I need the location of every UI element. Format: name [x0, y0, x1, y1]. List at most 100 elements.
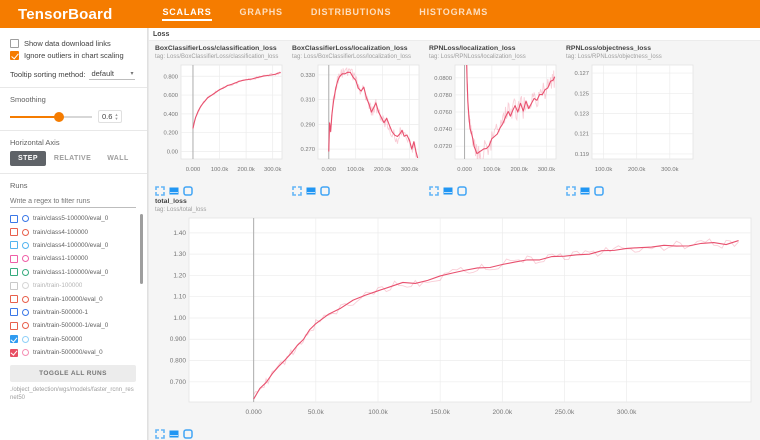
- run-checkbox-icon[interactable]: [10, 228, 18, 236]
- svg-text:0.123: 0.123: [574, 111, 589, 117]
- run-item[interactable]: train/class5-100000/eval_0: [10, 212, 143, 225]
- run-color-icon: [22, 336, 29, 343]
- slider-thumb[interactable]: [54, 112, 64, 122]
- run-item[interactable]: train/class1-100000/eval_0: [10, 266, 143, 279]
- toggle-all-runs-button[interactable]: TOGGLE ALL RUNS: [10, 365, 136, 382]
- app-header: TensorBoard SCALARSGRAPHSDISTRIBUTIONSHI…: [0, 0, 760, 28]
- tooltip-sort-dropdown[interactable]: default ▾: [89, 68, 135, 80]
- runs-filter-input[interactable]: [10, 196, 136, 208]
- checkbox-icon: [10, 39, 19, 48]
- smoothing-value-input[interactable]: 0.6 ▲▼: [98, 110, 122, 123]
- svg-text:0.000: 0.000: [246, 409, 263, 416]
- run-checkbox-icon[interactable]: [10, 215, 18, 223]
- pin-icon[interactable]: [457, 186, 467, 196]
- fit-data-icon[interactable]: [169, 429, 179, 439]
- run-item[interactable]: train/train-500000-1/eval_0: [10, 319, 143, 332]
- axis-wall-button[interactable]: WALL: [99, 151, 136, 166]
- run-checkbox-icon[interactable]: [10, 255, 18, 263]
- run-color-icon: [22, 255, 29, 262]
- chart-tag: tag: Loss/BoxClassifierLoss/classificati…: [151, 54, 288, 60]
- svg-text:0.000: 0.000: [186, 167, 201, 173]
- run-item[interactable]: train/class1-100000: [10, 252, 143, 265]
- run-item[interactable]: train/train-500000-1: [10, 306, 143, 319]
- run-checkbox-icon[interactable]: [10, 322, 18, 330]
- run-color-icon: [22, 349, 29, 356]
- runs-scrollbar[interactable]: [140, 214, 143, 284]
- run-checkbox-checked-icon[interactable]: [10, 335, 18, 343]
- logdir-path: ./object_detection/wgs/models/faster_rcn…: [10, 386, 137, 403]
- pin-icon[interactable]: [594, 186, 604, 196]
- svg-text:300.0k: 300.0k: [661, 167, 679, 173]
- run-checkbox-checked-icon[interactable]: [10, 349, 18, 357]
- category-header[interactable]: Loss: [149, 28, 760, 41]
- fullscreen-icon[interactable]: [566, 186, 576, 196]
- fit-data-icon[interactable]: [169, 186, 179, 196]
- sidebar: Show data download links Ignore outliers…: [0, 28, 148, 440]
- fit-data-icon[interactable]: [443, 186, 453, 196]
- fullscreen-icon[interactable]: [155, 429, 165, 439]
- pin-icon[interactable]: [320, 186, 330, 196]
- svg-text:0.900: 0.900: [170, 336, 187, 343]
- svg-text:100.0k: 100.0k: [595, 167, 613, 173]
- pin-icon[interactable]: [183, 429, 193, 439]
- chart-card-total-loss: total_losstag: Loss/total_loss1.401.301.…: [151, 198, 757, 439]
- pin-icon[interactable]: [183, 186, 193, 196]
- fit-data-icon[interactable]: [580, 186, 590, 196]
- run-item[interactable]: train/class4-100000/eval_0: [10, 239, 143, 252]
- runs-list: train/class5-100000/eval_0train/class4-1…: [10, 212, 143, 360]
- stepper-arrows-icon[interactable]: ▲▼: [114, 113, 118, 121]
- run-item[interactable]: train/train-500000: [10, 333, 143, 346]
- svg-text:200.0k: 200.0k: [628, 167, 646, 173]
- main-content: Loss BoxClassifierLoss/classification_lo…: [149, 28, 760, 440]
- fullscreen-icon[interactable]: [155, 186, 165, 196]
- svg-text:0.125: 0.125: [574, 91, 589, 97]
- run-checkbox-icon[interactable]: [10, 268, 18, 276]
- svg-text:150.0k: 150.0k: [430, 409, 450, 416]
- run-color-icon: [22, 296, 29, 303]
- svg-text:200.0k: 200.0k: [493, 409, 513, 416]
- run-item[interactable]: train/train-500000/eval_0: [10, 346, 143, 359]
- run-checkbox-icon[interactable]: [10, 282, 18, 290]
- svg-text:0.310: 0.310: [300, 97, 315, 103]
- svg-text:0.200: 0.200: [163, 131, 178, 137]
- svg-text:0.270: 0.270: [300, 147, 315, 153]
- run-name: train/class1-100000/eval_0: [33, 269, 108, 276]
- fullscreen-icon[interactable]: [429, 186, 439, 196]
- svg-text:1.40: 1.40: [173, 230, 186, 237]
- svg-text:0.290: 0.290: [300, 122, 315, 128]
- smoothing-slider[interactable]: [10, 116, 92, 118]
- smoothing-label: Smoothing: [10, 95, 137, 104]
- svg-text:0.121: 0.121: [574, 132, 589, 138]
- chart-card-toolbar: [151, 427, 757, 439]
- svg-text:0.0720: 0.0720: [434, 144, 452, 150]
- svg-text:0.0760: 0.0760: [434, 110, 452, 116]
- svg-text:0.0780: 0.0780: [434, 93, 452, 99]
- tab-distributions[interactable]: DISTRIBUTIONS: [311, 7, 391, 21]
- svg-text:1.30: 1.30: [173, 251, 186, 258]
- tab-graphs[interactable]: GRAPHS: [240, 7, 283, 21]
- run-color-icon: [22, 309, 29, 316]
- tab-scalars[interactable]: SCALARS: [162, 7, 211, 21]
- run-checkbox-icon[interactable]: [10, 295, 18, 303]
- svg-text:0.0740: 0.0740: [434, 127, 452, 133]
- chart-card-box-classifier-classification-loss: BoxClassifierLoss/classification_losstag…: [151, 45, 288, 196]
- chart-card-toolbar: [562, 184, 699, 196]
- axis-relative-button[interactable]: RELATIVE: [46, 151, 99, 166]
- svg-text:250.0k: 250.0k: [555, 409, 575, 416]
- svg-text:100.0k: 100.0k: [483, 167, 501, 173]
- run-item[interactable]: train/train-100000: [10, 279, 143, 292]
- axis-step-button[interactable]: STEP: [10, 151, 46, 166]
- ignore-outliers-checkbox[interactable]: Ignore outliers in chart scaling: [10, 51, 137, 60]
- run-checkbox-icon[interactable]: [10, 308, 18, 316]
- run-checkbox-icon[interactable]: [10, 241, 18, 249]
- svg-text:1.00: 1.00: [173, 315, 186, 322]
- run-item[interactable]: train/class4-100000: [10, 225, 143, 238]
- chart-card-toolbar: [288, 184, 425, 196]
- show-download-links-checkbox[interactable]: Show data download links: [10, 39, 137, 48]
- fullscreen-icon[interactable]: [292, 186, 302, 196]
- slider-fill: [10, 116, 59, 118]
- run-item[interactable]: train/train-100000/eval_0: [10, 292, 143, 305]
- divider: [0, 87, 147, 88]
- tab-histograms[interactable]: HISTOGRAMS: [419, 7, 488, 21]
- fit-data-icon[interactable]: [306, 186, 316, 196]
